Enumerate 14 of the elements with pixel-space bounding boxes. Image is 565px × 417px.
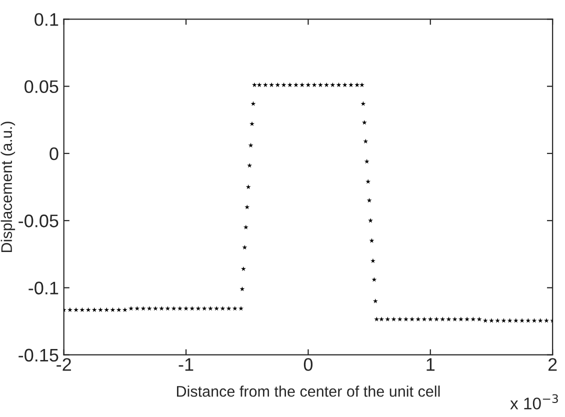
y-tick-label: 0	[50, 147, 58, 160]
x-tick-label: 0	[304, 358, 313, 371]
text: x 10$^{−3}$	[510, 394, 558, 410]
y-tick-label: 0.05	[24, 80, 58, 94]
y-tick-label: 0.1	[34, 13, 58, 26]
x-tick-label: 2	[548, 358, 557, 371]
y-tick-label: -0.15	[18, 348, 58, 362]
x-tick-label: 1	[426, 358, 435, 371]
y-tick-label: -0.05	[18, 214, 58, 228]
x-tick-label: -2	[56, 358, 71, 371]
y-axis-title: Displacement (a.u.)	[0, 122, 16, 252]
x-axis-title: Distance from the center of the unit cell	[177, 386, 440, 397]
y-tick-label: -0.1	[28, 282, 58, 294]
x-tick-label: -1	[178, 358, 194, 371]
